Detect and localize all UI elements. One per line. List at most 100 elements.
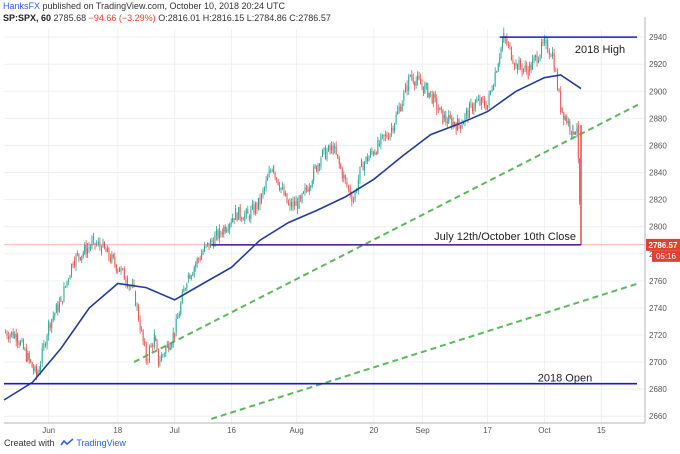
candle-body [196, 258, 198, 264]
candle-body [558, 89, 560, 92]
candle-body [123, 268, 125, 280]
candle-body [277, 178, 279, 185]
symbol-info: SP:SPX, 60 2785.68 −94.66 (−3.29%) O:281… [3, 13, 331, 23]
candle-body [153, 334, 155, 347]
candle-body [78, 253, 80, 258]
candle-body [125, 279, 127, 284]
candle-body [524, 65, 526, 69]
candle-body [105, 248, 107, 253]
candle-body [88, 247, 90, 249]
candle-body [297, 201, 299, 209]
candle-body [473, 107, 475, 112]
candle-body [211, 240, 213, 242]
candle-body [431, 93, 433, 104]
candle-body [418, 75, 420, 80]
candle-body [156, 340, 158, 349]
candle-body [539, 55, 541, 61]
x-tick-label: 16 [227, 426, 236, 435]
y-tick-label: 2660 [649, 412, 667, 421]
candle-body [316, 165, 318, 172]
candle-body [271, 170, 273, 172]
price-tag-timer: 05:16 [656, 252, 677, 261]
candle-body [128, 285, 130, 288]
candle-body [532, 59, 534, 70]
x-tick-label: Oct [538, 426, 551, 435]
candle-body [262, 190, 264, 195]
candle-body [397, 110, 399, 115]
candle-body [230, 222, 232, 224]
candle-body [491, 89, 493, 91]
candle-body [369, 151, 371, 157]
candle-body [389, 133, 391, 139]
candle-body [292, 201, 294, 208]
candle-body [487, 105, 489, 110]
candle-body [270, 170, 272, 172]
candle-body [142, 330, 144, 342]
x-tick-label: Sep [415, 426, 430, 435]
candle-body [535, 55, 537, 58]
candle-body [474, 100, 476, 108]
candle-body [307, 189, 309, 192]
candle-body [437, 109, 439, 111]
candle-body [344, 174, 346, 180]
candle-body [171, 343, 173, 348]
candle-body [85, 244, 87, 255]
y-tick-label: 2920 [649, 60, 667, 69]
candle-body [192, 273, 194, 276]
candle-body [136, 305, 138, 307]
candle-body [300, 196, 302, 199]
candle-body [112, 254, 114, 258]
candle-body [163, 353, 165, 355]
candle-body [282, 186, 284, 188]
symbol-label[interactable]: SP:SPX, 60 [3, 13, 52, 23]
candle-body [414, 82, 416, 86]
candle-body [470, 103, 472, 105]
candle-body [321, 150, 323, 157]
candle-body [547, 39, 549, 52]
candle-body [109, 257, 111, 262]
candle-body [449, 115, 451, 119]
candle-body [404, 85, 406, 93]
candle-body [199, 258, 201, 260]
candle-body [440, 107, 442, 110]
candle-body [242, 219, 244, 221]
candle-body [380, 135, 382, 145]
candle-body [148, 347, 150, 361]
candle-body [566, 116, 568, 124]
candle-body [553, 53, 555, 71]
candle-body [287, 202, 289, 205]
candle-body [99, 241, 101, 247]
candle-body [520, 60, 522, 68]
candle-body [445, 115, 447, 122]
y-tick-label: 2740 [649, 304, 667, 313]
author-link[interactable]: HanksFX [3, 1, 41, 11]
y-tick-label: 2820 [649, 196, 667, 205]
candle-body [108, 248, 110, 258]
candle-body [63, 286, 65, 302]
candle-body [135, 291, 137, 306]
candle-body [448, 115, 450, 124]
candle-body [468, 103, 470, 118]
candle-body [75, 254, 77, 266]
candle-body [545, 39, 547, 44]
candle-body [181, 292, 183, 304]
candle-body [375, 152, 377, 154]
candle-body [51, 319, 53, 328]
candle-body [436, 97, 438, 110]
candle-body [371, 151, 373, 153]
candle-body [451, 118, 453, 127]
candle-body [49, 324, 51, 328]
candle-body [576, 128, 578, 133]
candle-body [527, 70, 529, 78]
candle-body [510, 47, 512, 60]
candle-body [251, 204, 253, 209]
tradingview-brand-link[interactable]: TradingView [76, 438, 126, 448]
candle-body [172, 332, 174, 344]
candle-body [351, 195, 353, 202]
candle-body [101, 246, 103, 254]
candle-body [207, 242, 209, 245]
candle-body [18, 343, 20, 346]
candle-body [439, 107, 441, 111]
candle-body [74, 260, 76, 266]
